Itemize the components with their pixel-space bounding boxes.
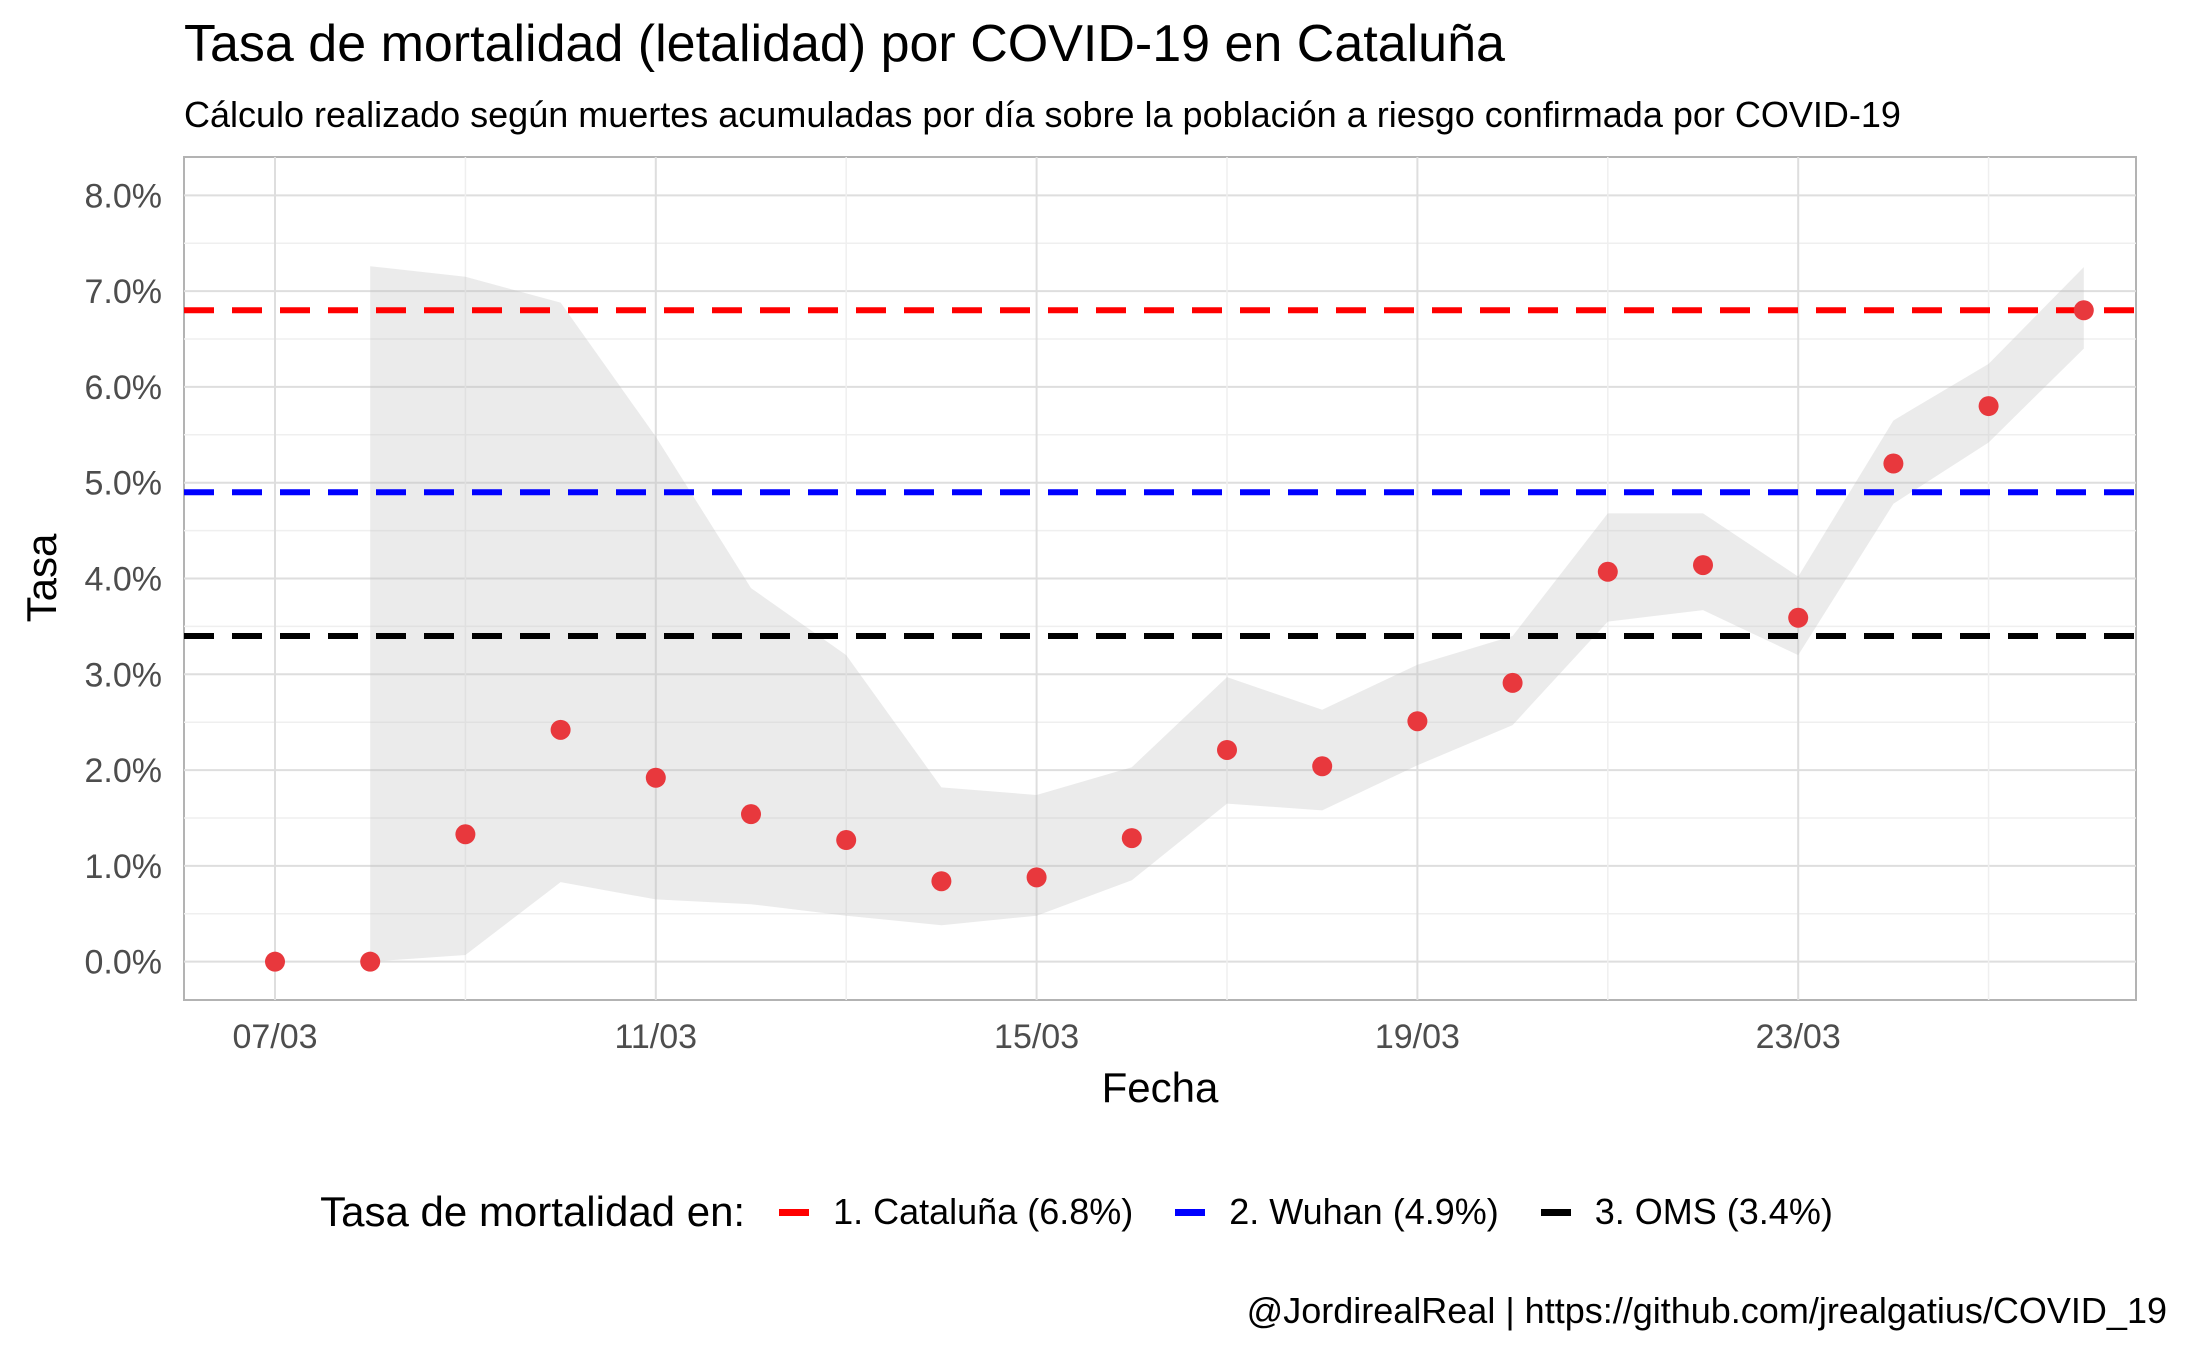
data-point-15-03 [1026, 867, 1047, 888]
legend: Tasa de mortalidad en: 1. Cataluña (6.8%… [0, 1188, 2187, 1236]
y-tick-label: 3.0% [85, 656, 163, 694]
x-tick-label: 11/03 [615, 1018, 698, 1056]
data-points [265, 300, 2094, 972]
data-point-09-03 [455, 824, 476, 845]
y-axis-title: Tasa [18, 533, 65, 622]
chart-subtitle: Cálculo realizado según muertes acumulad… [184, 94, 1901, 135]
legend-label-cataluna: 1. Cataluña (6.8%) [833, 1191, 1134, 1232]
data-point-23-03 [1788, 607, 1809, 628]
data-point-11-03 [645, 767, 666, 788]
y-tick-label: 6.0% [85, 369, 163, 407]
x-tick-label: 15/03 [994, 1018, 1079, 1056]
reference-lines [184, 307, 2136, 639]
confidence-ribbon [370, 266, 2084, 962]
y-axis-ticks: 0.0% 1.0% 2.0% 3.0% 4.0% 5.0% 6.0% 7.0% 8.0% [85, 177, 163, 981]
data-point-16-03 [1121, 828, 1142, 849]
data-point-13-03 [836, 830, 857, 851]
y-tick-label: 5.0% [85, 465, 163, 503]
data-point-22-03 [1693, 555, 1713, 576]
legend-item-oms: 3. OMS (3.4%) [1533, 1191, 1833, 1233]
data-point-21-03 [1597, 561, 1618, 582]
y-tick-label: 0.0% [85, 944, 163, 982]
data-point-19-03 [1407, 711, 1428, 732]
x-axis-ticks: 07/03 11/03 15/03 19/03 23/03 [232, 1018, 1840, 1056]
data-point-17-03 [1217, 739, 1237, 760]
x-tick-label: 19/03 [1375, 1018, 1460, 1056]
data-point-14-03 [931, 871, 952, 892]
grid-lines [184, 157, 2136, 1000]
x-axis-title: Fecha [1102, 1064, 1219, 1111]
legend-label-oms: 3. OMS (3.4%) [1594, 1191, 1833, 1232]
data-point-07-03 [265, 951, 285, 972]
legend-key-cataluna [779, 1208, 810, 1216]
data-point-24-03 [1883, 453, 1904, 474]
x-tick-label: 07/03 [232, 1018, 317, 1056]
legend-title: Tasa de mortalidad en: [320, 1188, 746, 1235]
y-tick-label: 1.0% [85, 848, 163, 886]
x-tick-label: 23/03 [1756, 1018, 1841, 1056]
y-tick-label: 8.0% [85, 177, 163, 215]
y-tick-label: 7.0% [85, 273, 163, 311]
y-tick-label: 2.0% [85, 752, 163, 790]
legend-item-cataluna: 1. Cataluña (6.8%) [771, 1191, 1133, 1233]
data-point-20-03 [1502, 672, 1523, 693]
legend-label-wuhan: 2. Wuhan (4.9%) [1229, 1191, 1499, 1232]
data-point-18-03 [1312, 756, 1333, 777]
data-point-12-03 [741, 804, 761, 825]
y-tick-label: 4.0% [85, 561, 163, 599]
chart-title: Tasa de mortalidad (letalidad) por COVID… [184, 15, 1505, 73]
legend-key-wuhan [1175, 1208, 1206, 1216]
legend-key-oms [1540, 1208, 1571, 1216]
data-point-10-03 [550, 719, 571, 740]
confidence-band [370, 266, 2084, 962]
data-point-26-03 [2073, 300, 2094, 321]
chart-caption: @JordirealReal | https://github.com/jrea… [1246, 1290, 2167, 1331]
data-point-25-03 [1978, 396, 1999, 417]
data-point-08-03 [360, 951, 381, 972]
legend-item-wuhan: 2. Wuhan (4.9%) [1167, 1191, 1499, 1233]
